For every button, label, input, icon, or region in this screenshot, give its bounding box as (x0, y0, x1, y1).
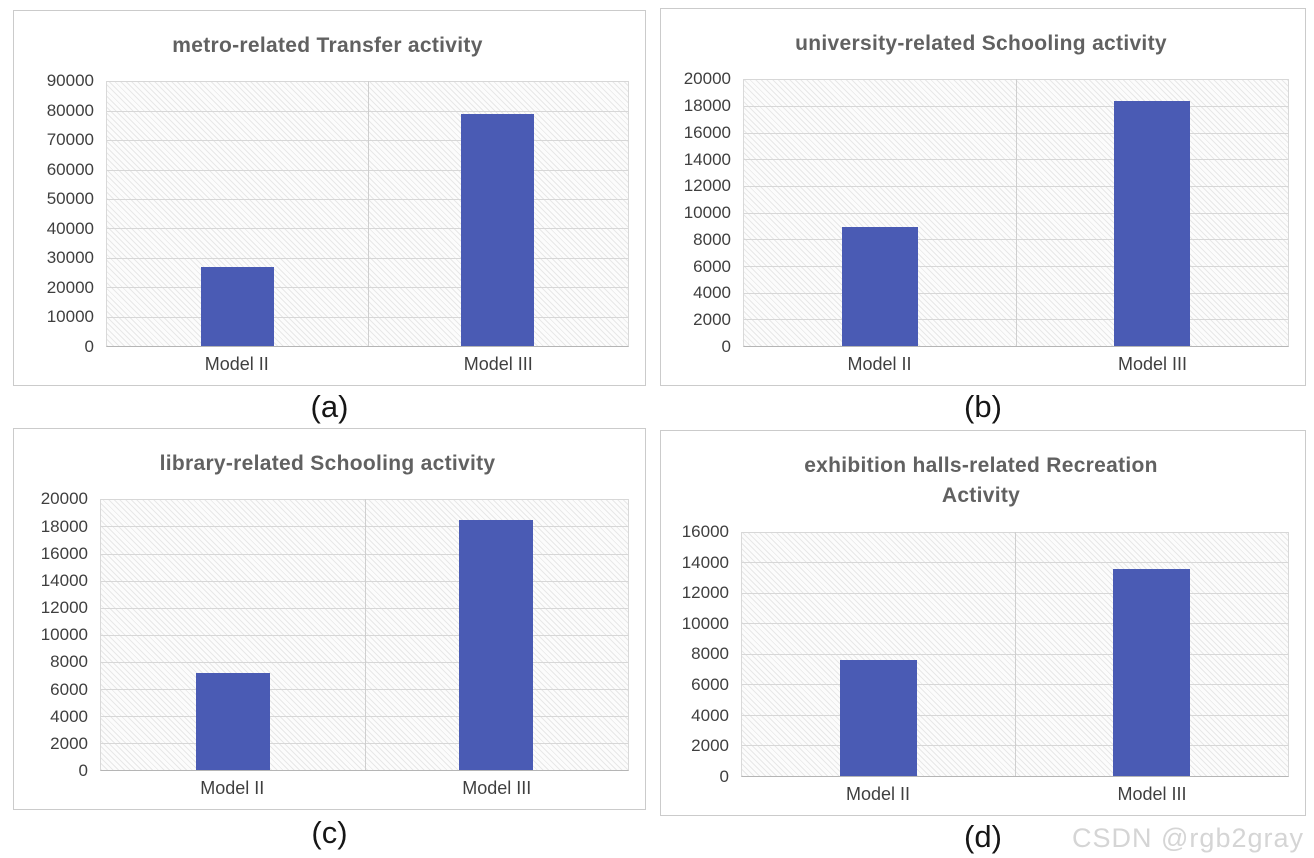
y-tick-label: 20000 (46, 277, 94, 297)
y-tick-label: 16000 (681, 521, 729, 541)
x-axis: Model II Model III (106, 347, 629, 377)
plot-area (743, 79, 1289, 347)
vertical-gridline (1015, 531, 1016, 776)
chart-panel-b: university-related Schooling activity 0 2… (660, 8, 1306, 386)
x-category-label: Model II (847, 354, 912, 374)
x-category-label: Model II (845, 784, 911, 804)
y-tick-label: 2000 (693, 310, 731, 330)
y-tick-label: 6000 (691, 675, 729, 695)
y-tick-label: 6000 (693, 256, 731, 276)
y-tick-label: 0 (84, 337, 94, 356)
y-tick-label: 12000 (40, 598, 88, 618)
y-tick-label: 30000 (46, 248, 94, 268)
y-tick-label: 8000 (693, 229, 731, 249)
y-tick-label: 40000 (46, 218, 94, 238)
y-tick-label: 18000 (683, 96, 731, 116)
bar-model-ii (200, 267, 274, 346)
y-tick-label: 6000 (50, 679, 88, 699)
y-tick-label: 10000 (683, 203, 731, 223)
y-tick-label: 4000 (50, 706, 88, 726)
y-tick-label: 14000 (683, 149, 731, 169)
x-category-label: Model III (462, 778, 532, 798)
y-tick-label: 90000 (46, 71, 94, 91)
y-tick-label: 2000 (50, 733, 88, 753)
x-category-label: Model III (1117, 784, 1187, 804)
y-tick-label: 10000 (40, 625, 88, 645)
x-category-label: Model III (463, 354, 533, 374)
y-tick-label: 8000 (691, 644, 729, 664)
watermark: CSDN @rgb2gray (1072, 823, 1304, 853)
y-tick-label: 4000 (693, 283, 731, 303)
x-category-label: Model II (204, 354, 269, 374)
chart-panel-d: exhibition halls-related Recreation Acti… (660, 430, 1306, 816)
y-tick-label: 50000 (46, 189, 94, 209)
y-tick-label: 60000 (46, 159, 94, 179)
chart-title: exhibition halls-related Recreation Acti… (804, 454, 1158, 508)
plot-area (741, 531, 1289, 777)
y-axis: 0 2000 4000 6000 8000 10000 12000 14000 16000 (671, 522, 741, 786)
y-tick-label: 20000 (40, 489, 88, 509)
y-axis: 0 10000 20000 30000 40000 50000 60000 70000 8000… (24, 71, 106, 356)
y-tick-label: 20000 (683, 69, 731, 89)
panel-caption-d: (d) (964, 819, 1002, 854)
y-tick-label: 14000 (40, 570, 88, 590)
chart-main: 0 2000 4000 6000 8000 10000 12000 14000 16000 Mo… (671, 522, 1291, 807)
panel-caption-a: (a) (310, 389, 349, 424)
panel-caption-c: (c) (311, 815, 348, 850)
vertical-gridline (1016, 79, 1017, 346)
y-tick-label: 18000 (40, 516, 88, 536)
y-tick-label: 2000 (691, 736, 729, 756)
chart-main: 0 10000 20000 30000 40000 50000 60000 70000 8000… (24, 71, 631, 377)
y-tick-label: 4000 (691, 705, 729, 725)
plot-area (106, 81, 629, 347)
bar-model-ii (195, 672, 270, 770)
plot-area (100, 499, 629, 771)
y-tick-label: 0 (719, 767, 729, 786)
bar-model-iii (461, 113, 535, 346)
chart-title: university-related Schooling activity (795, 32, 1167, 55)
vertical-gridline (364, 499, 366, 770)
bar-model-ii (841, 227, 919, 346)
y-tick-label: 12000 (683, 176, 731, 196)
chart-main: 0 2000 4000 6000 8000 10000 12000 14000 16000 180… (24, 489, 631, 801)
chart-title: library-related Schooling activity (159, 452, 496, 475)
bar-model-iii (1113, 568, 1190, 776)
x-category-label: Model III (1117, 354, 1188, 374)
chart-panel-c: library-related Schooling activity 0 2000… (13, 428, 646, 810)
chart-main: 0 2000 4000 6000 8000 10000 12000 14000 16000 180… (671, 69, 1291, 377)
panel-caption-b: (b) (964, 389, 1002, 424)
y-tick-label: 12000 (681, 583, 729, 603)
y-tick-label: 80000 (46, 100, 94, 120)
bar-model-ii (840, 660, 917, 776)
y-axis: 0 2000 4000 6000 8000 10000 12000 14000 16000 180… (24, 489, 100, 780)
y-tick-label: 16000 (40, 543, 88, 563)
vertical-gridline (367, 81, 369, 346)
y-axis: 0 2000 4000 6000 8000 10000 12000 14000 16000 180… (671, 69, 743, 356)
chart-panel-a: metro-related Transfer activity 0 10000 20… (13, 10, 646, 386)
y-tick-label: 8000 (50, 652, 88, 672)
y-tick-label: 16000 (683, 122, 731, 142)
x-axis: Model II Model III (741, 777, 1289, 807)
x-category-label: Model II (200, 778, 265, 798)
x-axis: Model II Model III (743, 347, 1289, 377)
y-tick-label: 0 (721, 337, 731, 356)
bar-model-iii (459, 519, 534, 770)
y-tick-label: 14000 (681, 552, 729, 572)
bar-model-iii (1113, 100, 1191, 346)
y-tick-label: 70000 (46, 130, 94, 150)
chart-title: metro-related Transfer activity (172, 34, 483, 57)
x-axis: Model II Model III (100, 771, 629, 801)
y-tick-label: 10000 (681, 613, 729, 633)
y-tick-label: 0 (78, 761, 88, 780)
y-tick-label: 10000 (46, 307, 94, 327)
